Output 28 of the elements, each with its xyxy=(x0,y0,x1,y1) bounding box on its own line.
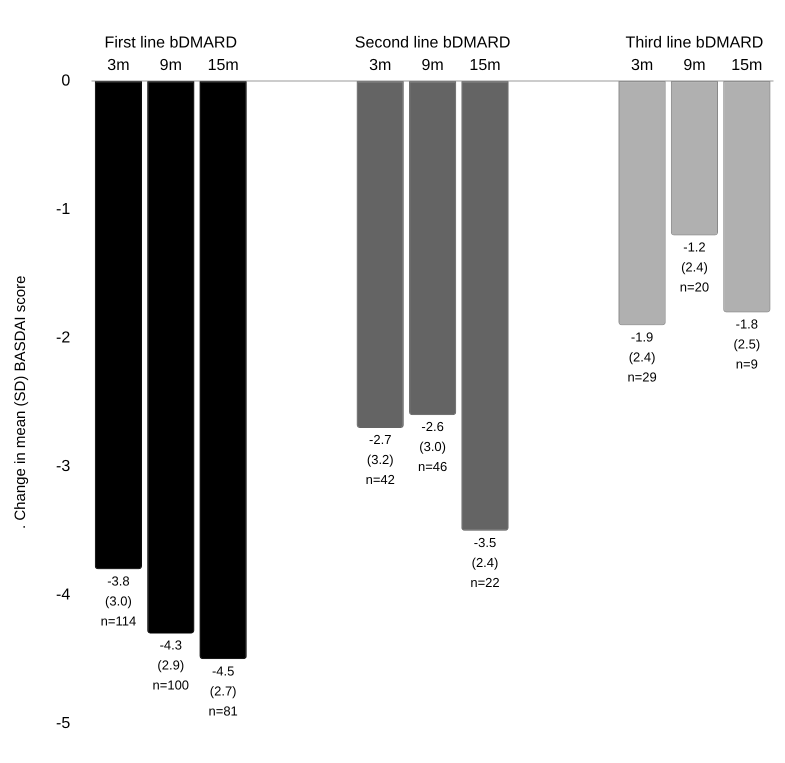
data-label: -2.7 (3.2) n=42 xyxy=(366,432,395,488)
data-label: -1.2 (2.4) n=20 xyxy=(680,239,710,294)
x-tick-label: 3m xyxy=(369,57,392,74)
series-label: Second line bDMARD xyxy=(354,34,510,52)
data-label: -4.5 (2.7) n=81 xyxy=(208,663,238,718)
y-tick-label: -3 xyxy=(56,458,70,475)
x-tick-label: 15m xyxy=(469,57,501,74)
series-label: First line bDMARD xyxy=(104,34,238,52)
x-tick-label: 15m xyxy=(208,57,239,74)
data-label: -1.8 (2.5) n=9 xyxy=(733,316,760,372)
x-tick-label: 9m xyxy=(421,57,444,74)
y-tick-label: -5 xyxy=(56,714,70,732)
x-tick-label: 9m xyxy=(160,57,182,74)
y-tick-label: -1 xyxy=(56,201,70,218)
data-label: -2.6 (3.0) n=46 xyxy=(418,419,448,474)
x-tick-label: 9m xyxy=(683,57,706,74)
y-tick-label: -2 xyxy=(56,329,70,346)
data-label: -4.3 (2.9) n=100 xyxy=(152,638,190,693)
data-label: -3.8 (3.0) n=114 xyxy=(100,573,136,628)
x-tick-label: 3m xyxy=(630,57,654,74)
x-tick-label: 3m xyxy=(107,57,130,74)
series-label: Third line bDMARD xyxy=(626,34,764,52)
data-label: -3.5 (2.4) n=22 xyxy=(470,534,500,590)
x-tick-label: 15m xyxy=(731,57,762,74)
data-label: -1.9 (2.4) n=29 xyxy=(627,329,657,384)
y-axis-title: . Change in mean (SD) BASDAI score xyxy=(12,276,30,530)
y-tick-label: 0 xyxy=(61,72,70,90)
y-tick-label: -4 xyxy=(56,586,70,604)
